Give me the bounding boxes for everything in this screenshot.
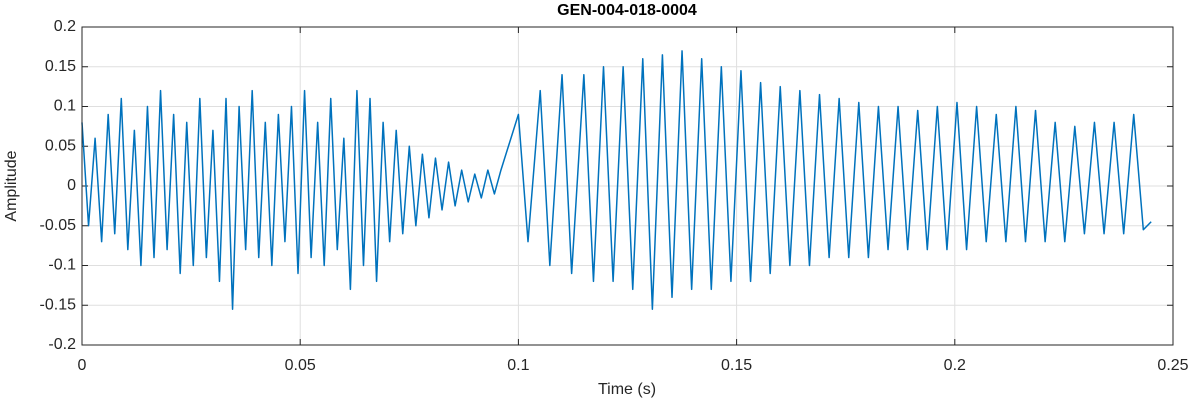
y-tick-label: 0.2 [54,18,76,35]
x-tick-label: 0.25 [1157,357,1188,374]
x-tick-label: 0.2 [944,357,966,374]
x-tick-label: 0 [78,357,87,374]
y-tick-label: 0.1 [54,98,76,115]
y-tick-label: -0.1 [48,257,76,274]
axes-box [81,26,1174,346]
y-tick-label: -0.05 [40,217,77,234]
y-tick-label: -0.15 [40,296,77,313]
y-axis-label: Amplitude [3,150,20,221]
waveform-line [81,50,1152,310]
chart-title: GEN-004-018-0004 [557,2,697,19]
y-tick-label: 0.05 [45,137,76,154]
x-tick-label: 0.05 [285,357,316,374]
y-tick-label: -0.2 [48,336,76,353]
y-tick-label: 0.15 [45,58,76,75]
x-tick-label: 0.1 [507,357,529,374]
x-axis-label: Time (s) [598,381,656,398]
y-tick-label: 0 [67,177,76,194]
x-tick-label: 0.15 [721,357,752,374]
